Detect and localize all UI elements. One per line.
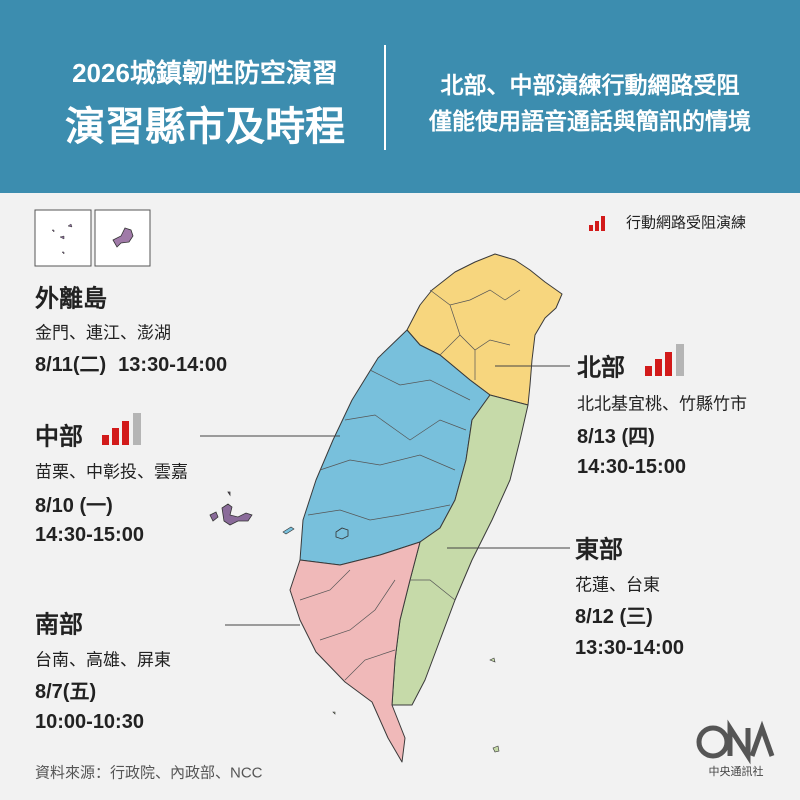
- region-name: 北部: [577, 354, 625, 382]
- region-areas: 金門、連江、澎湖: [35, 324, 171, 343]
- region-time: 13:30-14:00: [118, 354, 227, 376]
- subtitle: 北部、中部演練行動網路受阻: [441, 72, 740, 98]
- region-areas: 花蓮、台東: [575, 576, 660, 595]
- region-schedule: 8/11(二) 13:30-14:00: [35, 354, 227, 376]
- region-time: 14:30-15:00: [577, 456, 686, 478]
- region-name: 外離島: [35, 285, 107, 313]
- county-borders: [299, 289, 521, 681]
- region-areas: 北北基宜桃、竹縣竹市: [577, 395, 747, 414]
- region-date: 8/10 (一): [35, 495, 113, 517]
- logo-mark: [696, 719, 775, 765]
- matsu-island: [51, 223, 73, 255]
- subtitle: 僅能使用語音通話與簡訊的情境: [428, 108, 751, 134]
- region-time: 10:00-10:30: [35, 711, 144, 733]
- taiwan-map: [209, 253, 563, 763]
- region-date: 8/13 (四): [577, 426, 655, 448]
- region-name: 南部: [35, 611, 83, 639]
- penghu-islands: [209, 491, 253, 526]
- east-region: [391, 394, 529, 706]
- title: 2026城鎮韌性防空演習: [72, 58, 338, 88]
- region-time: 14:30-15:00: [35, 524, 144, 546]
- legend-icon: [589, 216, 605, 231]
- island: [282, 526, 295, 535]
- region-date: 8/7(五): [35, 681, 96, 703]
- legend-label: 行動網路受阻演練: [626, 215, 746, 232]
- logo-text: 中央通訊社: [709, 764, 764, 778]
- region-name: 東部: [575, 536, 623, 564]
- islets: [332, 657, 500, 753]
- chiayi-city: [335, 527, 349, 540]
- region-time: 13:30-14:00: [575, 637, 684, 659]
- title: 演習縣市及時程: [65, 105, 345, 149]
- kinmen-island: [112, 227, 134, 248]
- region-areas: 苗栗、中彰投、雲嘉: [35, 463, 188, 482]
- header-band: [0, 0, 800, 193]
- source: 資料來源：行政院、內政部、NCC: [35, 764, 263, 782]
- region-areas: 台南、高雄、屏東: [35, 651, 171, 670]
- south-region: [289, 541, 421, 763]
- region-date: 8/12 (三): [575, 606, 653, 628]
- region-name: 中部: [35, 423, 83, 451]
- signal-icon: [102, 413, 141, 445]
- signal-icon: [645, 344, 684, 376]
- region-date: 8/11(二): [35, 354, 106, 376]
